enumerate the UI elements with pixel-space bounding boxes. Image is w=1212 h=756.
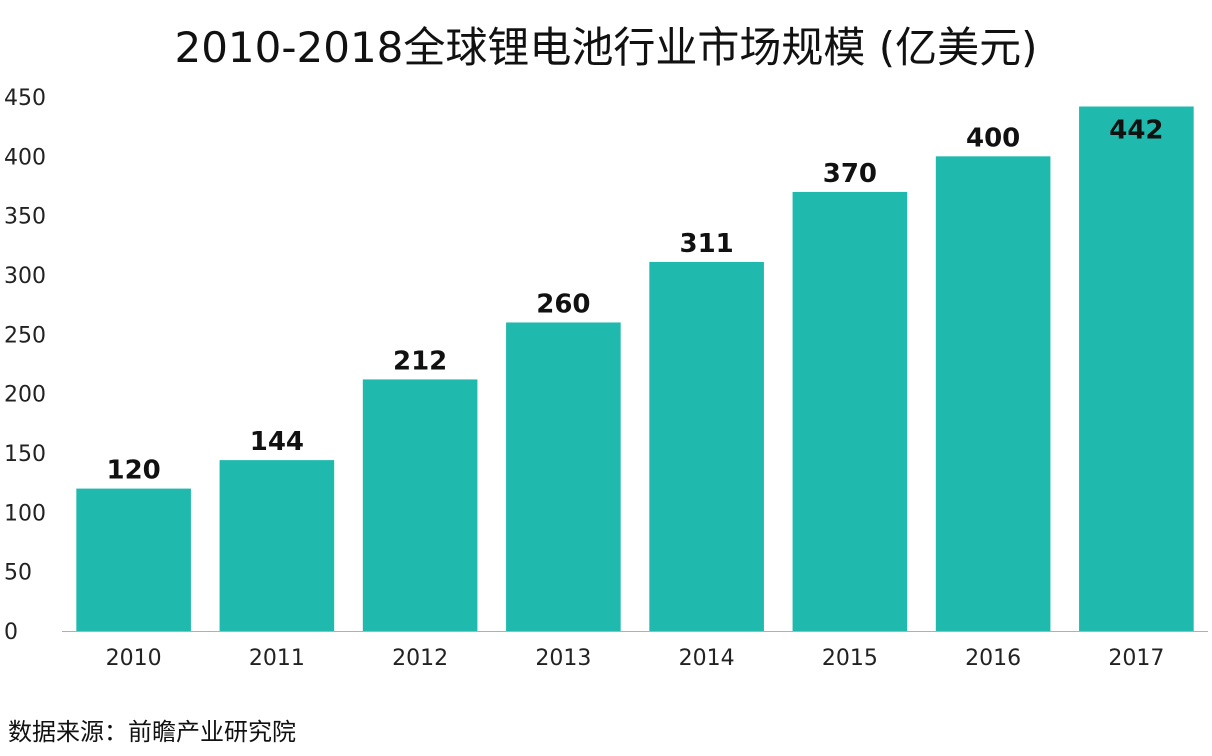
y-tick-label: 50 [4,561,32,586]
x-tick-label: 2011 [249,646,305,671]
bar-2017 [1079,106,1194,631]
bar-2016 [935,156,1051,632]
x-tick-label: 2016 [965,646,1021,671]
y-tick-label: 400 [4,145,46,170]
y-tick-label: 350 [4,205,46,230]
y-tick-label: 150 [4,442,46,467]
data-label: 144 [250,427,304,457]
data-label: 370 [823,159,877,189]
bar-2011 [219,460,335,631]
y-tick-label: 0 [4,620,18,645]
bar-2015 [792,191,908,631]
data-label: 442 [1109,115,1163,145]
y-tick-label: 100 [4,501,46,526]
x-tick-label: 2014 [679,646,735,671]
data-label: 400 [966,123,1020,153]
y-tick-label: 250 [4,323,46,348]
x-tick-label: 2013 [535,646,591,671]
y-tick-label: 300 [4,264,46,289]
x-tick-label: 2010 [106,646,162,671]
y-tick-label: 450 [4,86,46,111]
bar-2014 [649,261,764,631]
chart-title: 2010-2018全球锂电池行业市场规模 (亿美元) [174,23,1038,72]
data-label: 311 [679,229,733,259]
chart-source: 数据来源：前瞻产业研究院 [8,718,296,746]
bar-2010 [76,488,191,631]
bar-2012 [362,379,478,631]
data-label: 120 [106,456,160,486]
x-tick-label: 2012 [392,646,448,671]
x-tick-label: 2017 [1108,646,1164,671]
x-tick-label: 2015 [822,646,878,671]
y-tick-label: 200 [4,383,46,408]
data-label: 260 [536,289,590,319]
bar-2013 [506,322,621,631]
data-label: 212 [393,346,447,376]
